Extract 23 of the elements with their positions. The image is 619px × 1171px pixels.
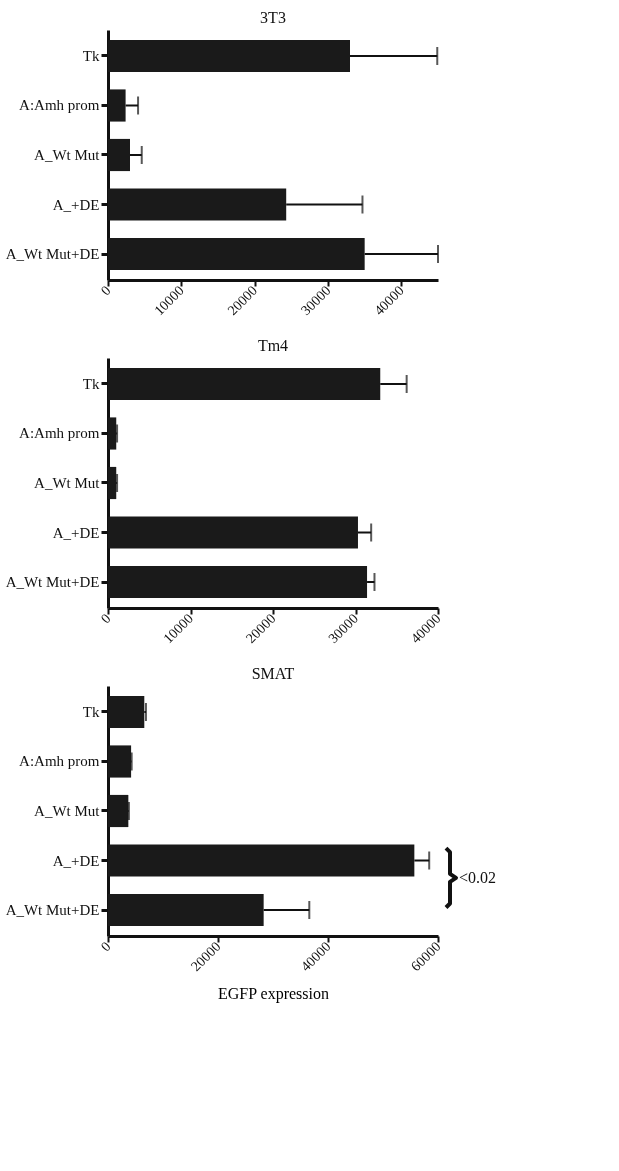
y-tick-label: Tk [82,47,100,64]
chart-title: Tm4 [257,337,289,354]
chart-title: 3T3 [260,9,286,26]
y-tick-label: A_Wt Mut [34,147,101,163]
y-tick-label: A_+DE [52,524,100,541]
y-tick-label: A:Amh prom [19,97,100,114]
x-tick-label: 0 [97,282,114,299]
text: <0.02 [459,868,497,886]
x-tick-label: 0 [97,938,114,955]
y-tick-label: A_+DE [52,852,100,869]
y-tick-label: Tk [82,375,100,392]
y-tick-label: A_Wt Mut+DE [5,246,100,263]
chart-title: SMAT [251,665,295,682]
y-tick-label: A_Wt Mut+DE [5,902,100,919]
y-tick-label: A:Amh prom [19,753,100,770]
y-tick-label: A_Wt Mut+DE [5,574,100,591]
x-axis-title: EGFP expression [218,985,329,1004]
y-tick-label: A_Wt Mut [34,475,101,491]
x-tick-label: 0 [97,610,114,627]
y-tick-label: A:Amh prom [19,425,100,442]
y-tick-label: Tk [82,703,100,720]
y-tick-label: A_Wt Mut [34,803,101,819]
y-tick-label: A_+DE [52,196,100,213]
